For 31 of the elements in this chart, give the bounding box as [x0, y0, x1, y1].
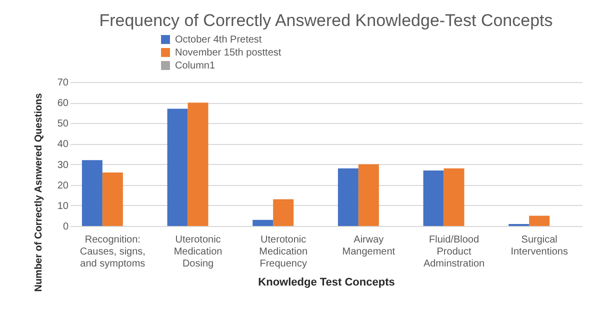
bar	[102, 172, 123, 226]
y-tick-label: 20	[57, 180, 69, 192]
y-tick-label: 50	[57, 118, 69, 130]
legend-label: October 4th Pretest	[175, 34, 262, 46]
bar	[338, 168, 358, 226]
y-tick-label: 30	[57, 160, 69, 171]
y-tick-label: 60	[57, 98, 69, 110]
x-tick-label: Airway Mangement	[342, 234, 396, 258]
bar	[167, 108, 188, 226]
x-tick-label: Uterotonic Medication Frequency	[259, 234, 308, 270]
bar	[444, 168, 464, 226]
legend-label: Column1	[175, 60, 216, 72]
bar	[423, 170, 444, 226]
x-axis-title: Knowledge Test Concepts	[258, 276, 395, 288]
y-tick-label: 40	[57, 139, 69, 150]
x-tick-label: Uterotonic Medication Dosing	[174, 234, 222, 270]
y-tick-label: 10	[57, 200, 69, 212]
y-axis-title: Number of Correctly Asnwered Questions	[33, 92, 44, 292]
x-tick-label: Fluid/Blood Product Adminstration	[423, 234, 485, 270]
bar	[252, 220, 274, 226]
y-tick-label: 70	[57, 78, 69, 88]
x-tick-label: Recognition: Causes, signs, and symptoms	[80, 234, 146, 270]
y-tick-label: 0	[62, 222, 69, 232]
bar	[82, 160, 102, 226]
bar	[529, 216, 550, 226]
x-tick-label: Surgical Interventions	[510, 234, 568, 258]
bar	[273, 199, 294, 226]
bar	[358, 164, 379, 226]
chart-title: Frequency of Correctly Answered Knowledge-Test Concepts	[99, 11, 553, 30]
legend-label: November 15th posttest	[175, 48, 282, 58]
bar	[188, 102, 208, 226]
